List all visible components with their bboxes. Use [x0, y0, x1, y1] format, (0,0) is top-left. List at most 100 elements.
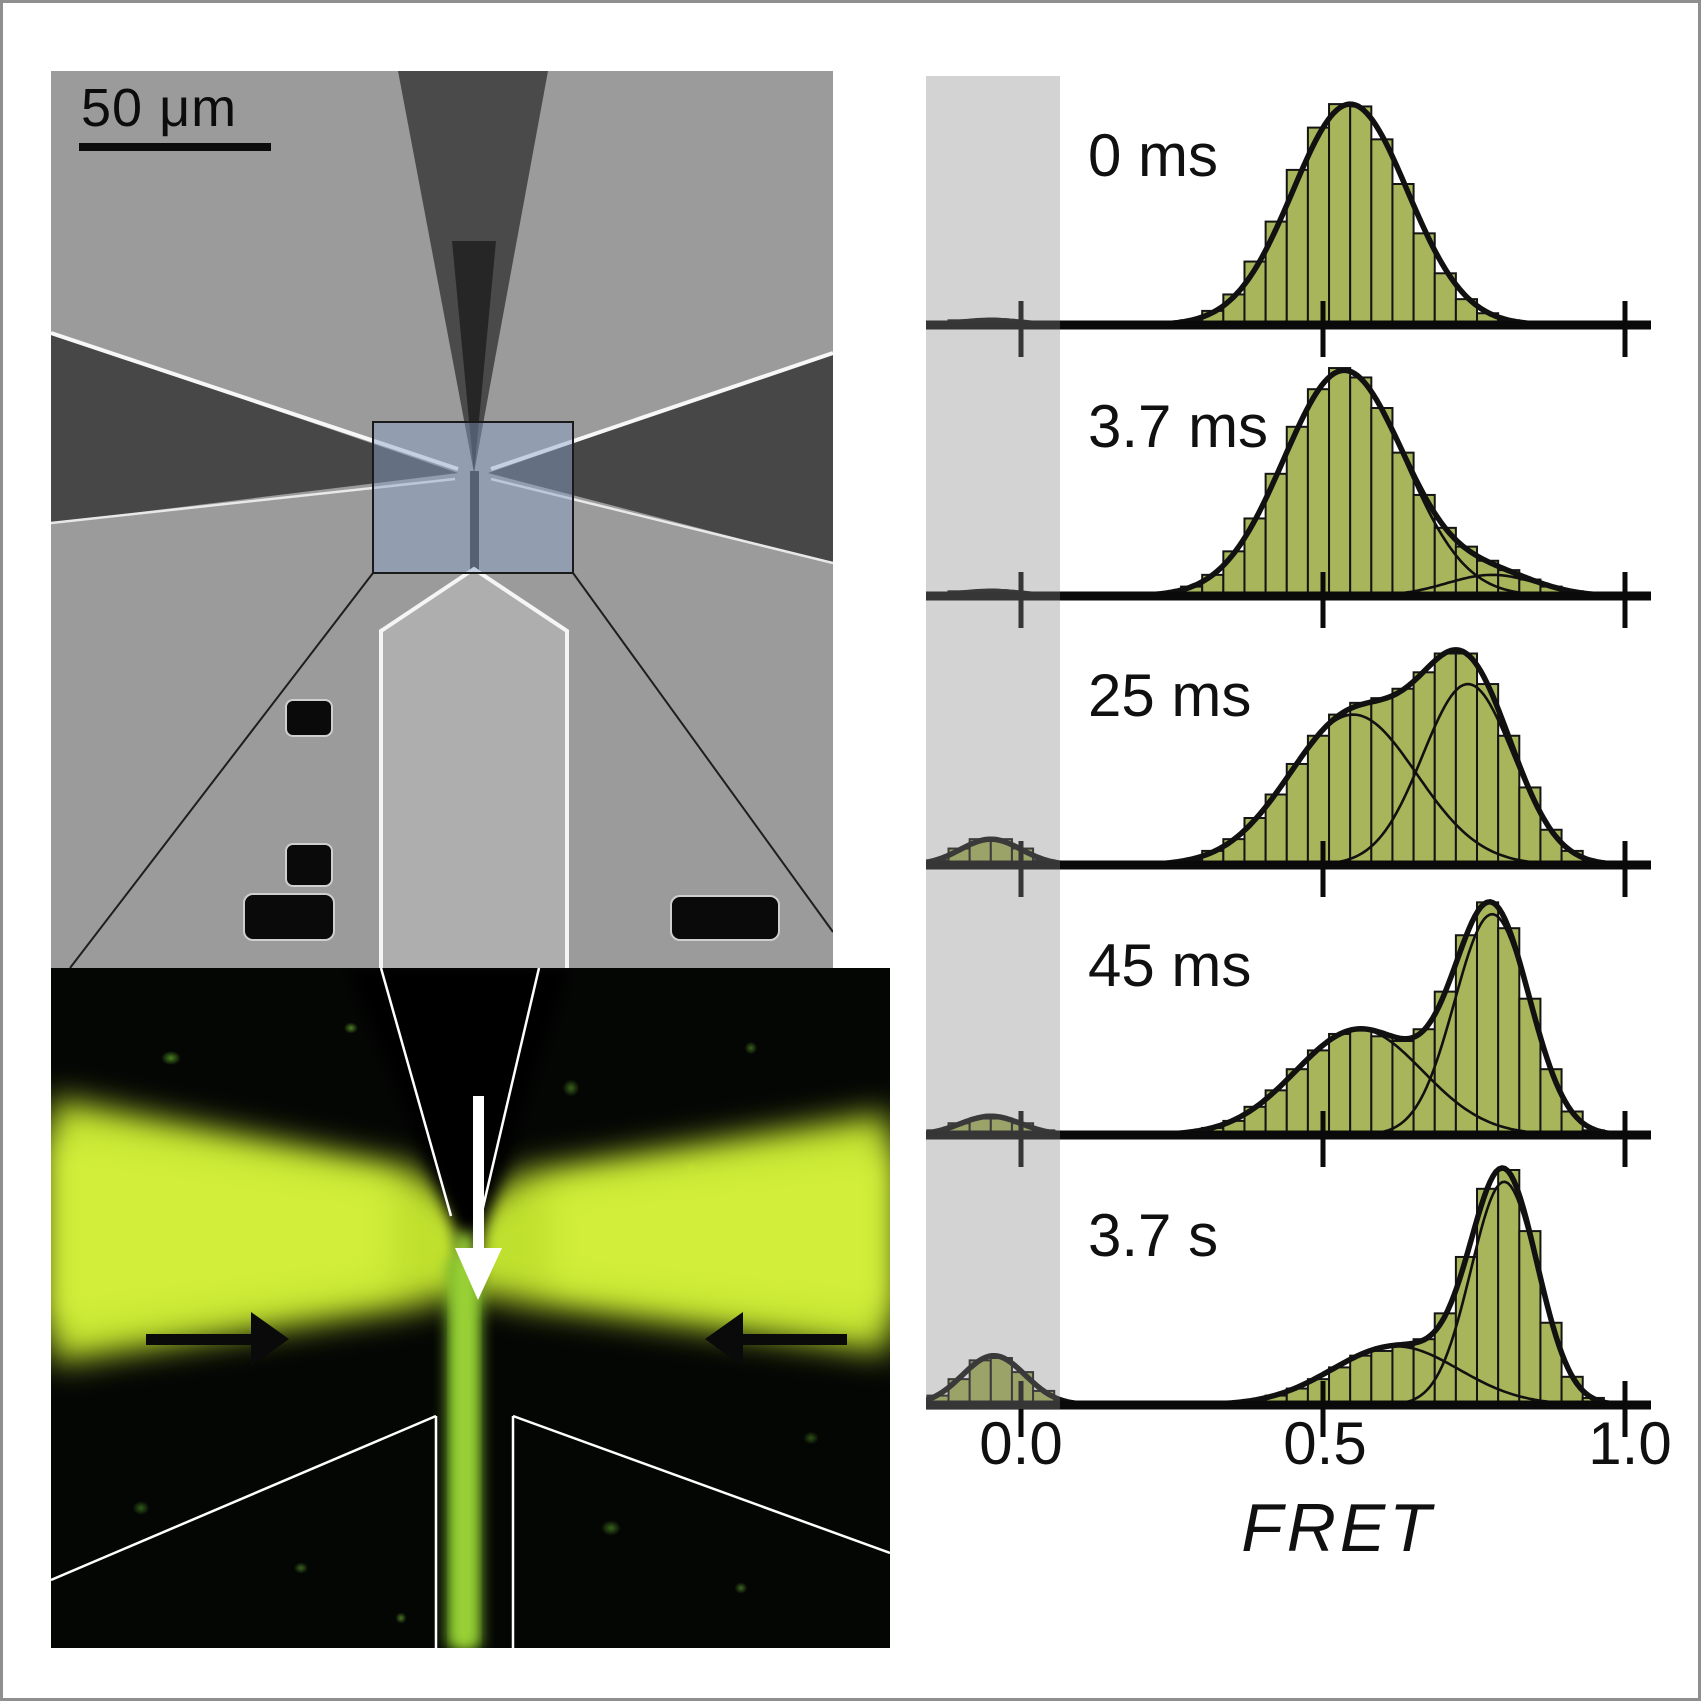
- x-axis-tick-1: [1622, 1111, 1628, 1167]
- histogram-bar: [1412, 1028, 1436, 1136]
- x-axis-tick-0: [1018, 301, 1024, 357]
- histogram-bar: [1349, 376, 1373, 598]
- x-axis-tick-0: [1018, 1111, 1024, 1167]
- x-axis-tick-0.5: [1320, 1381, 1326, 1437]
- histogram-bar: [1349, 1354, 1373, 1406]
- histogram-bar: [1349, 105, 1373, 327]
- marker-small-2: [285, 843, 333, 887]
- fit-envelope: [926, 1165, 1649, 1408]
- histogram-bar: [1391, 687, 1415, 866]
- histogram-bar: [1328, 1032, 1352, 1136]
- time-label-25-ms: 25 ms: [1088, 662, 1252, 729]
- fret-histogram-panel-4: [926, 1165, 1651, 1437]
- x-axis-line: [926, 1130, 1651, 1140]
- x-axis-line: [926, 320, 1651, 330]
- histogram-bar: [1391, 1345, 1415, 1406]
- junction-slot: [470, 471, 479, 611]
- junction-highlight-box: [372, 421, 574, 574]
- callout-line-right: [572, 572, 833, 933]
- sem-structures: [51, 71, 833, 968]
- histogram-bar: [1306, 1049, 1331, 1136]
- fret-histogram-panel-3: [926, 899, 1651, 1167]
- x-axis-tick-0.5: [1320, 841, 1326, 897]
- lower-right-outline: [512, 1414, 890, 1555]
- histogram-bar: [1370, 407, 1394, 597]
- histogram-bar: [1391, 183, 1415, 326]
- left-inlet-channel: [51, 333, 458, 523]
- histogram-bar: [1306, 388, 1331, 598]
- left-stream-core: [51, 1133, 391, 1328]
- x-axis-tick-1: [1622, 301, 1628, 357]
- funnel-outline-left: [379, 968, 453, 1217]
- outlet-channel: [381, 569, 567, 968]
- histogram-bar: [1285, 425, 1309, 597]
- marker-small-1: [285, 699, 333, 737]
- histogram-bar: [1328, 713, 1352, 866]
- right-channel-lowlight: [490, 477, 833, 565]
- outflow-jet: [455, 1233, 474, 1648]
- x-axis-tick-0: [1018, 1381, 1024, 1437]
- fret-histogram-panel-0: [926, 101, 1651, 357]
- fluorescence-image: [51, 968, 890, 1648]
- x-axis-tick-1: [1622, 572, 1628, 628]
- down-flow-arrow: [455, 1096, 502, 1300]
- histogram-bar: [1518, 786, 1542, 866]
- histogram-bar: [1306, 126, 1331, 326]
- lower-left-outline: [51, 1414, 437, 1582]
- x-axis-tick-1: [1622, 841, 1628, 897]
- x-axis-title: FRET: [1241, 1490, 1435, 1566]
- histogram-bar: [1539, 828, 1563, 866]
- histogram-bar: [1433, 652, 1457, 866]
- outlet-channel-outline: [379, 566, 569, 968]
- marker-wide-right: [670, 895, 780, 941]
- x-axis-tick-0: [1018, 572, 1024, 628]
- histogram-bar: [1476, 1187, 1500, 1406]
- right-stream-arrow: [705, 1312, 847, 1367]
- fret-histogram-panel-2: [926, 647, 1651, 897]
- right-inlet-channel: [488, 353, 833, 563]
- histogram-bar: [1349, 1028, 1373, 1136]
- histogram-bar: [1370, 138, 1394, 326]
- time-label-3.7-ms: 3.7 ms: [1088, 393, 1269, 460]
- histogram-bar: [1370, 1349, 1394, 1406]
- marker-wide-left: [243, 893, 335, 941]
- histogram-bar: [1539, 1068, 1563, 1136]
- x-axis-tick-1: [1622, 1381, 1628, 1437]
- histogram-bar: [1285, 762, 1309, 866]
- right-stream-core: [551, 1148, 890, 1318]
- histogram-bar: [1349, 701, 1373, 866]
- callout-line-left: [69, 572, 374, 968]
- donor-only-shaded-region: [926, 76, 1060, 1409]
- x-axis-line: [926, 1400, 1651, 1410]
- x-axis-tick-0: [1018, 841, 1024, 897]
- histogram-bar: [1264, 220, 1288, 327]
- right-channel-highlight: [490, 351, 833, 471]
- x-axis-line: [926, 591, 1651, 601]
- x-axis-line: [926, 860, 1651, 870]
- x-tick-label-1.0: 1.0: [1588, 1410, 1672, 1477]
- scale-bar-label: 50 μm: [81, 78, 238, 138]
- histogram-bar: [1328, 103, 1352, 326]
- funnel-outline-right: [479, 968, 541, 1217]
- top-inlet-core: [452, 241, 496, 473]
- histogram-bar: [1328, 1366, 1352, 1406]
- time-label-45-ms: 45 ms: [1088, 932, 1252, 999]
- time-label-3.7-s: 3.7 s: [1088, 1202, 1219, 1269]
- histogram-bar: [1306, 734, 1331, 866]
- fluorescence-structures: [51, 968, 890, 1648]
- fit-envelope: [926, 647, 1649, 868]
- sem-micrograph: 50 μm: [51, 71, 833, 968]
- x-tick-label-0.5: 0.5: [1283, 1410, 1367, 1477]
- fret-histogram-column: 0 ms 3.7 ms 25 ms 45 ms 3.7 s: [926, 3, 1671, 1698]
- left-stream-arrow: [146, 1312, 289, 1367]
- x-axis-tick-0.5: [1320, 572, 1326, 628]
- time-label-0-ms: 0 ms: [1088, 122, 1219, 189]
- left-channel-highlight: [51, 331, 459, 471]
- x-axis-tick-0.5: [1320, 301, 1326, 357]
- histogram-bar: [1476, 901, 1500, 1136]
- x-axis-tick-0.5: [1320, 1111, 1326, 1167]
- left-channel-lowlight: [51, 477, 456, 525]
- buffer-funnel-dark: [346, 968, 571, 1288]
- histogram-bar: [1370, 1035, 1394, 1136]
